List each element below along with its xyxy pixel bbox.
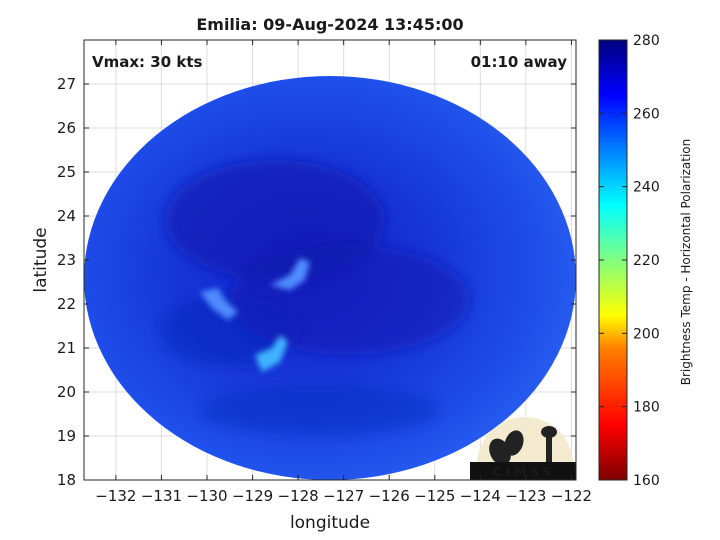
y-tick-label: 26 [57, 119, 76, 137]
dark-band [200, 385, 440, 435]
vmax-label: Vmax: 30 kts [92, 53, 202, 71]
warm-cloud-patch [270, 258, 310, 290]
y-axis-label: latitude [31, 227, 51, 292]
colorbar-tick-label: 220 [633, 253, 660, 269]
colorbar-tick-label: 240 [633, 180, 660, 196]
x-tick-label: −128 [278, 487, 319, 505]
x-tick-label: −123 [505, 487, 546, 505]
cimss-logo: CIMSS [470, 417, 576, 480]
x-axis: −132 −131 −130 −129 −128 −127 −126 −125 −124 −123… [95, 40, 592, 505]
y-tick-label: 24 [57, 207, 76, 225]
colorbar: 160 180 200 220 240 260 280 Brightness Temp - … [598, 33, 693, 489]
x-tick-label: −127 [323, 487, 364, 505]
colorbar-tick-label: 160 [633, 473, 660, 489]
colorbar-tick-label: 200 [633, 326, 660, 342]
colorbar-tick-label: 260 [633, 106, 660, 122]
y-tick-label: 20 [57, 383, 76, 401]
colorbar-tick-label: 280 [633, 33, 660, 49]
colorbar-ticks: 160 180 200 220 240 260 280 [599, 33, 660, 489]
x-tick-label: −129 [232, 487, 273, 505]
y-tick-label: 18 [57, 471, 76, 489]
x-tick-label: −122 [551, 487, 592, 505]
logo-text: CIMSS [493, 465, 555, 479]
x-tick-label: −130 [186, 487, 227, 505]
y-tick-label: 23 [57, 251, 76, 269]
x-tick-label: −125 [414, 487, 455, 505]
y-tick-label: 27 [57, 75, 76, 93]
dark-band [160, 295, 300, 365]
x-axis-label: longitude [290, 513, 370, 533]
x-tick-label: −132 [95, 487, 136, 505]
x-tick-label: −126 [369, 487, 410, 505]
microwave-swath [84, 76, 576, 480]
y-tick-label: 19 [57, 427, 76, 445]
x-tick-label: −124 [460, 487, 501, 505]
map-title: Emilia: 09-Aug-2024 13:45:00 [196, 15, 463, 34]
y-tick-label: 21 [57, 339, 76, 357]
warm-cloud-patch [255, 335, 288, 372]
y-tick-label: 22 [57, 295, 76, 313]
time-offset-label: 01:10 away [471, 53, 568, 71]
y-tick-label: 25 [57, 163, 76, 181]
x-tick-label: −131 [141, 487, 182, 505]
warm-cloud-patch [200, 288, 238, 320]
colorbar-label: Brightness Temp - Horizontal Polarizatio… [679, 139, 693, 386]
colorbar-tick-label: 180 [633, 400, 660, 416]
y-axis: 18 19 20 21 22 23 24 25 26 27 [57, 75, 576, 489]
